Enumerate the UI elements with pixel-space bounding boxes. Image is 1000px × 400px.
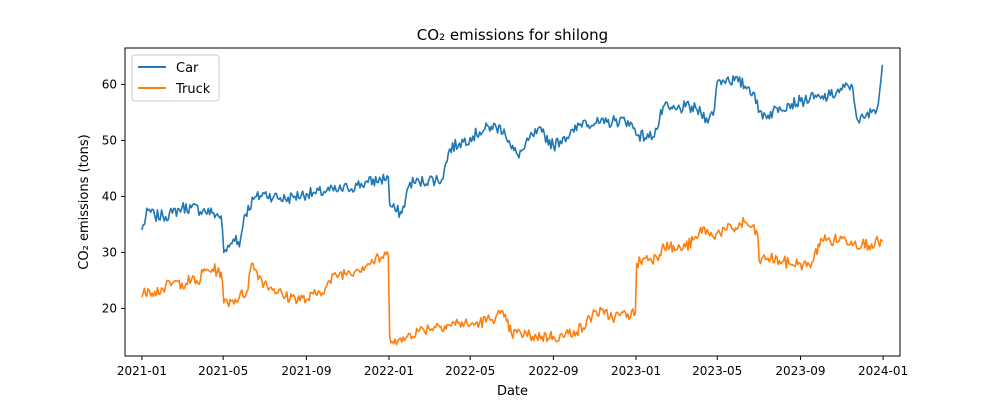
x-tick-label: 2022-09 bbox=[528, 364, 578, 378]
x-tick-label: 2022-01 bbox=[364, 364, 414, 378]
x-axis: 2021-01 2021-05 2021-09 2022-01 2022-05 2022-… bbox=[117, 356, 908, 378]
x-tick-label: 2023-09 bbox=[775, 364, 825, 378]
y-tick-label: 20 bbox=[102, 301, 117, 315]
x-tick-label: 2021-05 bbox=[198, 364, 248, 378]
chart-title: CO₂ emissions for shilong bbox=[417, 26, 608, 44]
y-axis-title: CO₂ emissions (tons) bbox=[77, 134, 92, 269]
y-tick-label: 30 bbox=[102, 245, 117, 259]
x-tick-label: 2021-01 bbox=[117, 364, 167, 378]
x-tick-label: 2023-01 bbox=[611, 364, 661, 378]
y-axis: 20 30 40 50 60 bbox=[102, 77, 125, 315]
y-tick-label: 60 bbox=[102, 77, 117, 91]
x-tick-label: 2021-09 bbox=[281, 364, 331, 378]
legend-label-car: Car bbox=[176, 61, 199, 76]
x-axis-title: Date bbox=[497, 384, 528, 399]
y-tick-label: 40 bbox=[102, 189, 117, 203]
series-line-truck bbox=[141, 216, 884, 346]
series-lines bbox=[141, 64, 884, 346]
x-tick-label: 2023-05 bbox=[692, 364, 742, 378]
y-tick-label: 50 bbox=[102, 133, 117, 147]
series-line-car bbox=[141, 64, 884, 254]
plot-frame bbox=[124, 47, 901, 357]
legend: Car Truck bbox=[131, 54, 220, 102]
legend-label-truck: Truck bbox=[175, 82, 211, 97]
x-tick-label: 2024-01 bbox=[858, 364, 908, 378]
x-tick-label: 2022-05 bbox=[445, 364, 495, 378]
